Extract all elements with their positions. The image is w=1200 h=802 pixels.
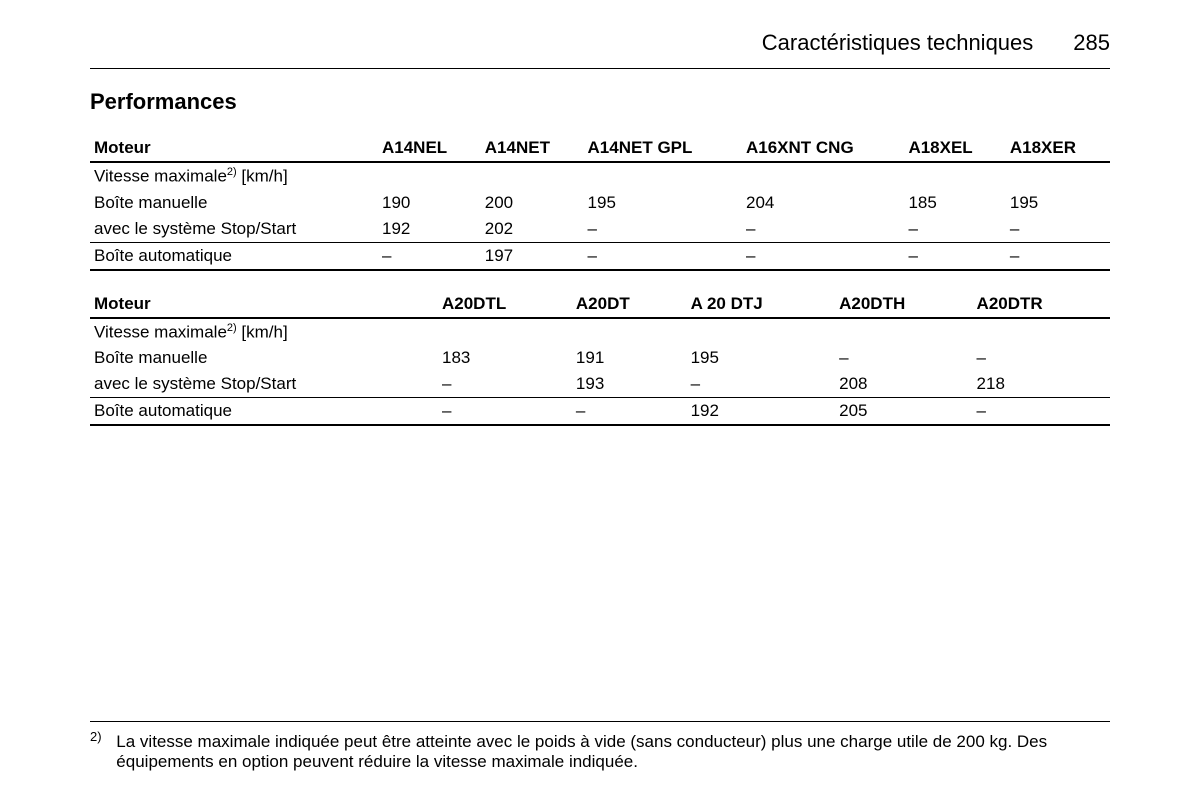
- cell: –: [973, 398, 1110, 426]
- row-label: Boîte automatique: [90, 242, 378, 270]
- cell: 208: [835, 371, 972, 398]
- column-header: A14NEL: [378, 135, 481, 162]
- cell: –: [835, 345, 972, 371]
- column-header: A18XEL: [904, 135, 1005, 162]
- cell: 197: [481, 242, 584, 270]
- table-subheader-row: Vitesse maximale2) [km/h]: [90, 162, 1110, 190]
- cell: 191: [572, 345, 687, 371]
- cell: –: [584, 216, 742, 243]
- section-heading: Performances: [90, 89, 1110, 115]
- cell: 190: [378, 190, 481, 216]
- column-header: A14NET: [481, 135, 584, 162]
- cell: 204: [742, 190, 904, 216]
- row-label: Boîte manuelle: [90, 345, 438, 371]
- cell: –: [438, 398, 572, 426]
- footnote-marker: 2): [90, 729, 102, 744]
- cell: 205: [835, 398, 972, 426]
- cell: 202: [481, 216, 584, 243]
- page-header: Caractéristiques techniques 285: [90, 30, 1110, 69]
- cell: –: [378, 242, 481, 270]
- row-label: avec le système Stop/Start: [90, 216, 378, 243]
- performance-table-2: Moteur A20DTL A20DT A 20 DTJ A20DTH A20D…: [90, 291, 1110, 427]
- cell: 193: [572, 371, 687, 398]
- subheader-cell: Vitesse maximale2) [km/h]: [90, 162, 1110, 190]
- table-header-row: Moteur A14NEL A14NET A14NET GPL A16XNT C…: [90, 135, 1110, 162]
- cell: –: [904, 242, 1005, 270]
- column-header: A 20 DTJ: [687, 291, 836, 318]
- cell: 185: [904, 190, 1005, 216]
- page-number: 285: [1073, 30, 1110, 56]
- table-row: Boîte manuelle 190 200 195 204 185 195: [90, 190, 1110, 216]
- cell: 183: [438, 345, 572, 371]
- table-row: Boîte manuelle 183 191 195 – –: [90, 345, 1110, 371]
- column-header: A20DTL: [438, 291, 572, 318]
- row-label: Boîte automatique: [90, 398, 438, 426]
- cell: –: [584, 242, 742, 270]
- cell: –: [742, 216, 904, 243]
- row-label: avec le système Stop/Start: [90, 371, 438, 398]
- table-subheader-row: Vitesse maximale2) [km/h]: [90, 318, 1110, 346]
- page: Caractéristiques techniques 285 Performa…: [0, 0, 1200, 802]
- cell: –: [438, 371, 572, 398]
- cell: –: [1006, 242, 1110, 270]
- column-header-moteur: Moteur: [90, 135, 378, 162]
- cell: –: [973, 345, 1110, 371]
- table-row: Boîte automatique – – 192 205 –: [90, 398, 1110, 426]
- table-row: Boîte automatique – 197 – – – –: [90, 242, 1110, 270]
- cell: –: [687, 371, 836, 398]
- footnote: 2) La vitesse maximale indiquée peut êtr…: [90, 721, 1110, 772]
- row-label: Boîte manuelle: [90, 190, 378, 216]
- column-header: A14NET GPL: [584, 135, 742, 162]
- cell: 192: [378, 216, 481, 243]
- cell: –: [904, 216, 1005, 243]
- cell: 195: [687, 345, 836, 371]
- cell: 195: [1006, 190, 1110, 216]
- spacer: [90, 271, 1110, 291]
- column-header: A20DT: [572, 291, 687, 318]
- column-header: A16XNT CNG: [742, 135, 904, 162]
- cell: –: [572, 398, 687, 426]
- cell: 200: [481, 190, 584, 216]
- column-header: A20DTH: [835, 291, 972, 318]
- column-header: A18XER: [1006, 135, 1110, 162]
- footnote-text: La vitesse maximale indiquée peut être a…: [116, 732, 1086, 772]
- subheader-cell: Vitesse maximale2) [km/h]: [90, 318, 1110, 346]
- chapter-title: Caractéristiques techniques: [762, 30, 1033, 56]
- cell: 218: [973, 371, 1110, 398]
- performance-table-1: Moteur A14NEL A14NET A14NET GPL A16XNT C…: [90, 135, 1110, 271]
- cell: 192: [687, 398, 836, 426]
- column-header: A20DTR: [973, 291, 1110, 318]
- column-header-moteur: Moteur: [90, 291, 438, 318]
- table-row: avec le système Stop/Start 192 202 – – –…: [90, 216, 1110, 243]
- cell: 195: [584, 190, 742, 216]
- table-row: avec le système Stop/Start – 193 – 208 2…: [90, 371, 1110, 398]
- cell: –: [1006, 216, 1110, 243]
- cell: –: [742, 242, 904, 270]
- table-header-row: Moteur A20DTL A20DT A 20 DTJ A20DTH A20D…: [90, 291, 1110, 318]
